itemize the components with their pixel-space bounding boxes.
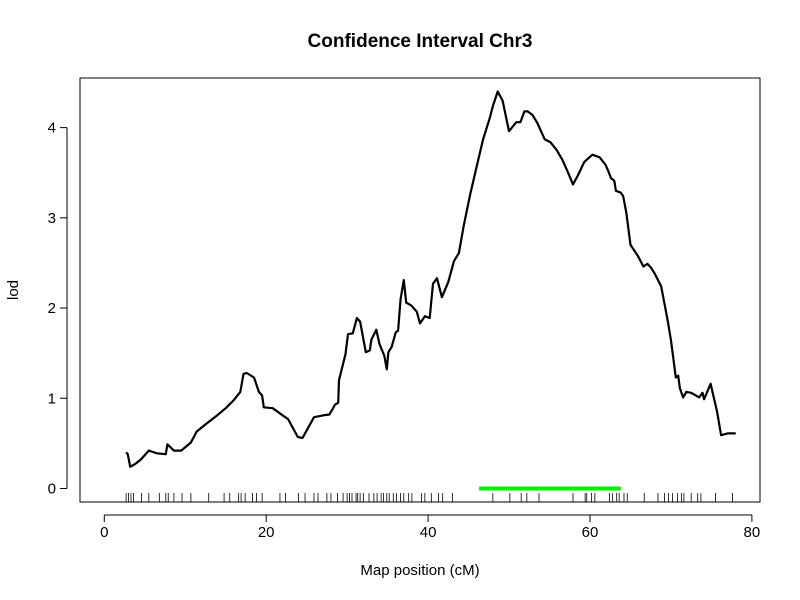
y-tick-label: 4 — [48, 120, 56, 137]
y-tick-label: 1 — [48, 390, 56, 407]
lod-series-line — [125, 90, 736, 468]
y-axis-label: lod — [5, 280, 22, 300]
marker-rug — [125, 493, 733, 502]
y-tick-label: 2 — [48, 300, 56, 317]
x-tick-label: 0 — [100, 524, 108, 541]
x-tick-label: 20 — [258, 524, 275, 541]
y-tick-label: 0 — [48, 480, 56, 497]
x-tick-label: 60 — [582, 524, 599, 541]
lod-curve — [125, 90, 736, 468]
x-axis-label: Map position (cM) — [360, 562, 479, 579]
x-axis: 0 20 40 60 80 — [100, 514, 761, 541]
y-axis: 0 1 2 3 4 — [48, 120, 68, 497]
y-tick-label: 3 — [48, 210, 56, 227]
plot-frame — [79, 77, 761, 503]
chart-title: Confidence Interval Chr3 — [308, 31, 533, 52]
x-tick-label: 80 — [744, 524, 761, 541]
x-tick-label: 40 — [420, 524, 437, 541]
